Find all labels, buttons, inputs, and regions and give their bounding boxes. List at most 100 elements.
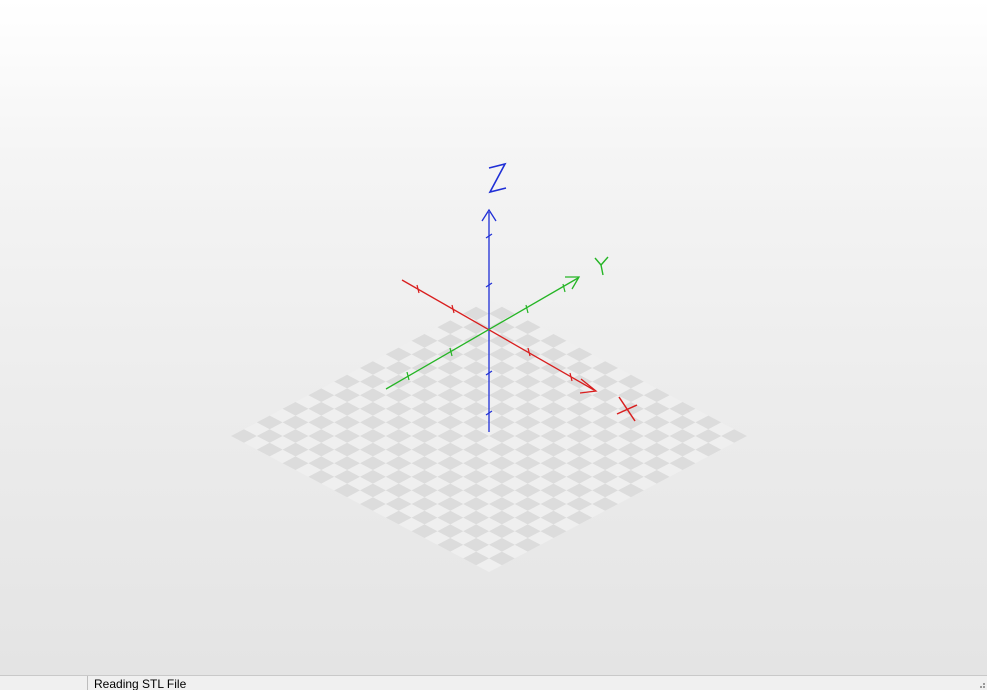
floor-cell — [566, 415, 593, 430]
floor-cell — [669, 456, 696, 470]
floor-cell — [385, 347, 412, 362]
floor-cell — [514, 388, 541, 402]
floor-cell — [360, 483, 386, 498]
y-axis-label-glyph-stem — [600, 264, 604, 276]
floor-cell — [489, 415, 515, 430]
floor-cell — [282, 456, 309, 470]
floor-cell — [437, 388, 464, 402]
floor-cell — [411, 442, 438, 457]
floor-cell — [514, 538, 541, 552]
floor-cell — [360, 402, 386, 416]
floor-cell — [334, 483, 360, 498]
floor-cell — [437, 442, 464, 457]
floor-cell — [592, 361, 618, 375]
floor-cell — [385, 388, 412, 402]
floor-cell — [540, 524, 567, 538]
z-axis-tick — [485, 282, 493, 288]
x-axis-tick — [451, 304, 455, 314]
floor-cell — [566, 388, 593, 402]
floor-cell — [514, 442, 541, 457]
floor-cell — [540, 442, 567, 457]
floor-cell — [489, 538, 515, 552]
status-progress-pane — [0, 676, 88, 690]
floor-cell — [592, 456, 618, 470]
floor-cell — [282, 429, 309, 443]
floor-cell — [566, 402, 593, 416]
floor-cell — [437, 402, 464, 416]
floor-cell — [437, 361, 464, 375]
floor-cell — [540, 374, 567, 389]
floor-cell — [411, 524, 438, 538]
floor-cell — [256, 442, 283, 457]
floor-cell — [618, 483, 644, 498]
floor-cell — [566, 456, 593, 470]
floor-cell — [463, 361, 489, 375]
floor-cell — [334, 402, 360, 416]
floor-cell — [489, 470, 515, 484]
floor-cell — [514, 347, 541, 362]
floor-cell — [643, 442, 670, 457]
floor-cell — [463, 429, 489, 443]
x-axis-arrowhead — [579, 378, 598, 394]
floor-cell — [489, 320, 515, 334]
x-axis-label-glyph-b — [616, 404, 638, 415]
floor-cell — [385, 429, 412, 443]
floor-cell — [489, 510, 515, 525]
floor-cell — [334, 456, 360, 470]
floor-cell — [489, 551, 515, 566]
floor-cell — [437, 334, 464, 348]
3d-scene[interactable] — [0, 0, 987, 675]
floor-cell — [618, 429, 644, 443]
floor-cell — [308, 402, 335, 416]
floor-cell — [592, 497, 618, 511]
floor-cell — [643, 388, 670, 402]
floor-cell — [463, 442, 489, 457]
z-axis-tick — [485, 410, 493, 416]
floor-cell — [514, 456, 541, 470]
floor-cell — [360, 429, 386, 443]
floor-cell — [514, 334, 541, 348]
floor-cell — [514, 483, 541, 498]
floor-cell — [566, 483, 593, 498]
floor-cell — [437, 510, 464, 525]
floor-cell — [540, 347, 567, 362]
floor-cell — [334, 470, 360, 484]
floor-cell — [360, 415, 386, 430]
floor-cell — [463, 374, 489, 389]
floor-cell — [282, 442, 309, 457]
floor-cell — [360, 456, 386, 470]
floor-cell — [618, 456, 644, 470]
floor-cell — [308, 415, 335, 430]
floor-cell — [514, 374, 541, 389]
3d-viewport[interactable] — [0, 0, 987, 675]
floor-cell — [463, 306, 489, 321]
floor-cell — [514, 320, 541, 334]
floor-cell — [514, 361, 541, 375]
floor-cell — [385, 510, 412, 525]
x-axis-line — [401, 279, 595, 391]
floor-cell — [592, 374, 618, 389]
floor-cell — [489, 402, 515, 416]
floor-cell — [489, 456, 515, 470]
floor-cell — [514, 415, 541, 430]
z-axis-arrowhead — [481, 208, 497, 222]
floor-cell — [411, 388, 438, 402]
floor-cell — [489, 442, 515, 457]
floor-cell — [514, 524, 541, 538]
floor-cell — [308, 456, 335, 470]
floor-cell — [514, 510, 541, 525]
floor-cell — [385, 470, 412, 484]
floor-cell — [566, 429, 593, 443]
y-axis-line — [385, 277, 579, 390]
floor-cell — [618, 374, 644, 389]
floor-cell — [514, 497, 541, 511]
resize-grip-icon[interactable] — [976, 679, 986, 689]
floor-cell — [489, 429, 515, 443]
floor-cell — [566, 497, 593, 511]
floor-cell — [411, 402, 438, 416]
floor-cell — [360, 442, 386, 457]
floor-cell — [540, 497, 567, 511]
floor-cell — [592, 429, 618, 443]
floor-cell — [231, 429, 257, 443]
floor-cell — [489, 306, 515, 321]
